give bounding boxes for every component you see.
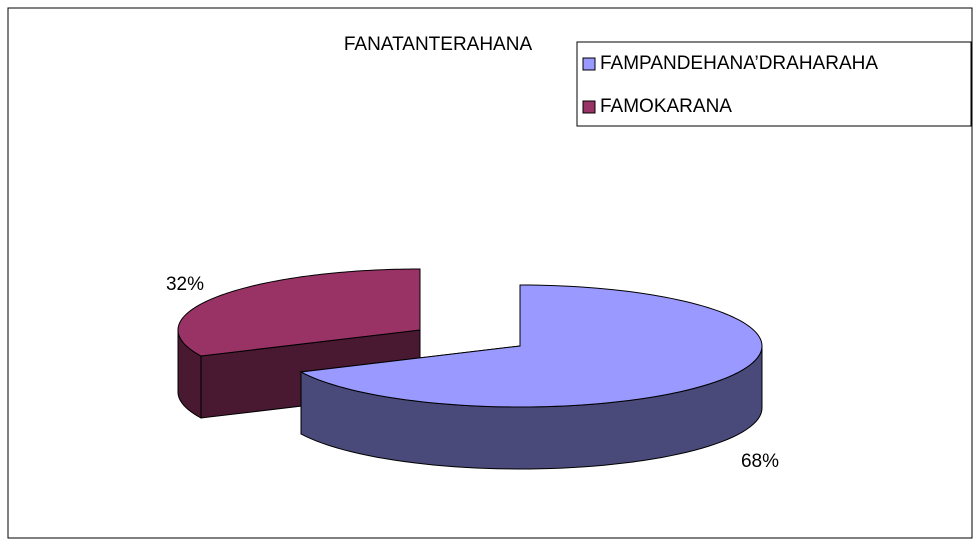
legend-label: FAMOKARANA <box>600 96 732 117</box>
legend-box <box>576 41 972 127</box>
slice-top <box>299 284 763 408</box>
chart-title: FANATANTERAHANA <box>344 34 533 55</box>
slice-top <box>177 268 421 357</box>
data-label: 68% <box>741 451 779 472</box>
legend-label: FAMPANDEHANA’DRAHARAHA <box>600 53 878 74</box>
legend-swatch <box>582 57 596 71</box>
data-label: 32% <box>166 274 204 295</box>
legend-swatch <box>582 100 596 114</box>
